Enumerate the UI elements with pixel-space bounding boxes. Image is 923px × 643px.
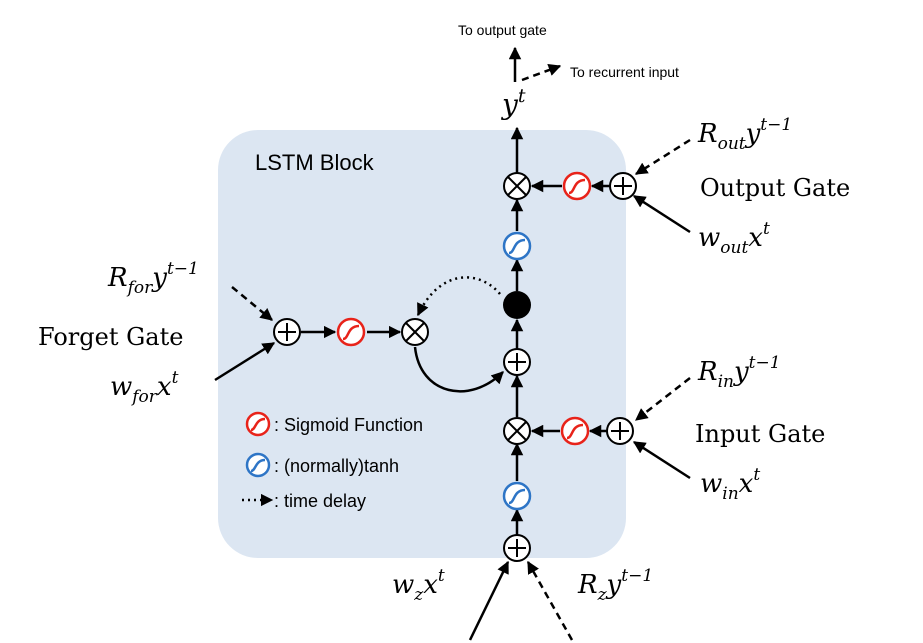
sigmoid-icon-forget-gate <box>336 317 366 347</box>
sum-node-cell <box>503 348 531 376</box>
legend-sigmoid-icon <box>245 411 271 437</box>
tanh-icon-output <box>502 231 532 261</box>
sum-node-block-input <box>503 534 531 562</box>
tanh-icon-block-input <box>502 481 532 511</box>
block-input-input-label: wzxt <box>392 566 445 605</box>
multiply-node-forget <box>401 318 429 346</box>
arrow-output-recurrent <box>634 138 691 176</box>
arrow-forget-input <box>214 341 276 382</box>
to-output-gate-label: To output gate <box>458 22 547 38</box>
block-title: LSTM Block <box>255 150 375 175</box>
forget-recurrent-label: Rforyt−1 <box>107 259 199 298</box>
input-gate-label: Input Gate <box>695 420 825 448</box>
legend-sigmoid-label: : Sigmoid Function <box>274 415 423 435</box>
sum-node-input-gate <box>606 417 634 445</box>
arrow-block-input-input <box>468 560 510 641</box>
forget-gate-label: Forget Gate <box>38 323 183 351</box>
output-y-label: yt <box>500 85 526 121</box>
arrow-output-input <box>632 194 691 234</box>
multiply-node-input <box>503 417 531 445</box>
input-recurrent-label: Rinyt−1 <box>697 353 781 392</box>
to-recurrent-input-label: To recurrent input <box>570 64 679 80</box>
multiply-node-output <box>503 172 531 200</box>
input-input-label: winxt <box>700 465 760 504</box>
sigmoid-icon-input-gate <box>560 416 590 446</box>
arrow-forget-recurrent <box>231 286 273 321</box>
forget-input-label: wforxt <box>110 368 179 407</box>
sum-node-output-gate <box>609 172 637 200</box>
output-gate-label: Output Gate <box>700 174 850 202</box>
legend-delay-label: : time delay <box>274 491 366 511</box>
arrow-input-input <box>632 440 691 480</box>
forget-to-cell-arrow <box>413 346 504 393</box>
arrow-block-input-recurrent <box>526 560 574 641</box>
legend-tanh-icon <box>245 452 271 478</box>
arrow-input-recurrent <box>635 377 691 421</box>
sum-node-forget-gate <box>273 318 301 346</box>
to-recurrent-input-arrow <box>521 64 562 82</box>
block-input-recurrent-label: Rzyt−1 <box>577 566 653 605</box>
cell-state-node <box>503 291 531 319</box>
sigmoid-icon-output-gate <box>562 171 592 201</box>
legend-tanh-label: : (normally)tanh <box>274 456 399 476</box>
output-input-label: woutxt <box>698 219 770 258</box>
output-recurrent-label: Routyt−1 <box>697 115 792 154</box>
legend: : Sigmoid Function : (normally)tanh : ti… <box>242 411 423 511</box>
